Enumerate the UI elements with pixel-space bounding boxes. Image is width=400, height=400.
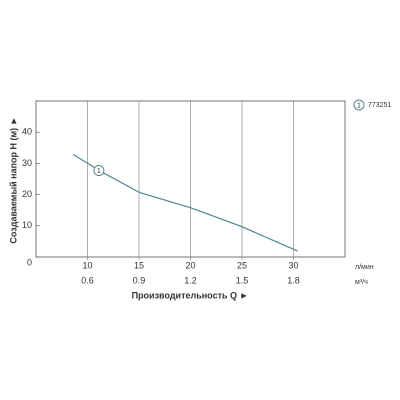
legend-marker — [353, 99, 365, 111]
y-tick-label: 40 — [22, 127, 32, 137]
curve-marker-label: 1 — [97, 168, 101, 175]
x-tick-label: 20 — [185, 260, 195, 270]
x-tick-label: 25 — [237, 260, 247, 270]
y-tick-label: 30 — [22, 158, 32, 168]
x2-tick-label: 1.2 — [184, 275, 197, 285]
x2-unit: м³/ч — [355, 279, 368, 286]
y-tick-label: 0 — [27, 257, 32, 267]
x2-tick-label: 1.8 — [287, 275, 300, 285]
x-tick-label: 10 — [82, 260, 92, 270]
y-axis-label: Создаваемый напор H (м) ► — [8, 116, 18, 243]
x-unit: л/мин — [355, 264, 374, 271]
y-tick-label: 10 — [22, 220, 32, 230]
x2-tick-label: 0.9 — [133, 275, 146, 285]
y-tick-label: 20 — [22, 189, 32, 199]
legend-label: 773251 — [368, 102, 391, 109]
curve-marker — [93, 165, 105, 177]
x-axis-label: Производительность Q ► — [132, 290, 249, 300]
x2-tick-label: 0.6 — [81, 275, 94, 285]
x-tick-label: 15 — [134, 260, 144, 270]
x2-tick-label: 1.5 — [236, 275, 249, 285]
curve — [72, 153, 298, 252]
legend-marker-label: 1 — [357, 102, 361, 109]
x-tick-label: 30 — [288, 260, 298, 270]
